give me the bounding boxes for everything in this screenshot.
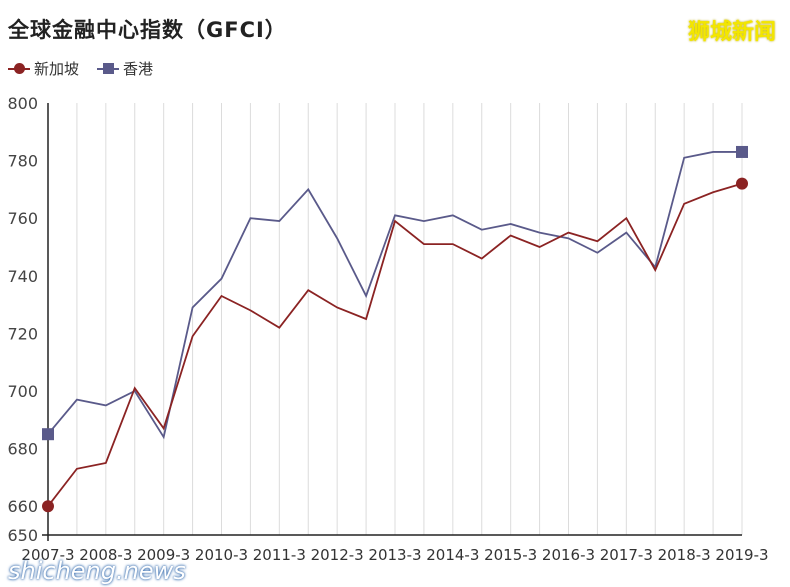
y-tick-label: 700: [7, 382, 38, 401]
x-tick-label: 2013-3: [368, 546, 421, 564]
legend-label-singapore: 新加坡: [34, 60, 80, 78]
data-point-hongkong: [736, 145, 748, 158]
series-line-hongkong: [47, 151, 742, 440]
series-line-singapore: [47, 182, 743, 507]
y-tick-label: 660: [7, 497, 38, 516]
y-tick-label: 780: [7, 152, 38, 171]
y-tick-label: 760: [7, 209, 38, 228]
x-tick-label: 2011-3: [253, 546, 306, 564]
x-tick-label: 2009-3: [137, 546, 190, 564]
y-tick-label: 740: [7, 267, 38, 286]
y-tick-label: 800: [7, 94, 38, 113]
legend-marker-hongkong: [97, 62, 120, 74]
x-tick-label: 2017-3: [600, 546, 653, 564]
data-point-hongkong: [42, 428, 54, 441]
chart-legend: 新加坡 香港: [8, 58, 171, 79]
x-tick-label: 2012-3: [311, 546, 364, 564]
y-tick-label: 720: [7, 324, 38, 343]
data-point-singapore: [42, 500, 54, 513]
legend-item-hongkong[interactable]: 香港: [97, 58, 153, 79]
x-tick-label: 2018-3: [658, 546, 711, 564]
x-tick-label: 2010-3: [195, 546, 248, 564]
watermark-text: shicheng.news: [8, 557, 186, 585]
legend-marker-singapore: [8, 62, 30, 74]
x-tick-label: 2016-3: [542, 546, 595, 564]
x-tick-label: 2019-3: [715, 546, 768, 564]
x-tick-label: 2007-3: [21, 546, 74, 564]
legend-label-hongkong: 香港: [123, 60, 154, 78]
x-tick-label: 2015-3: [484, 546, 537, 564]
y-tick-label: 680: [7, 440, 38, 459]
x-tick-label: 2008-3: [79, 546, 132, 564]
data-point-singapore: [736, 177, 748, 190]
brand-logo-text: 狮城新闻: [687, 20, 776, 45]
chart-title: 全球金融中心指数（GFCI）: [8, 18, 287, 42]
y-tick-label: 650: [7, 526, 38, 545]
x-tick-label: 2014-3: [426, 546, 479, 564]
legend-item-singapore[interactable]: 新加坡: [8, 58, 79, 79]
